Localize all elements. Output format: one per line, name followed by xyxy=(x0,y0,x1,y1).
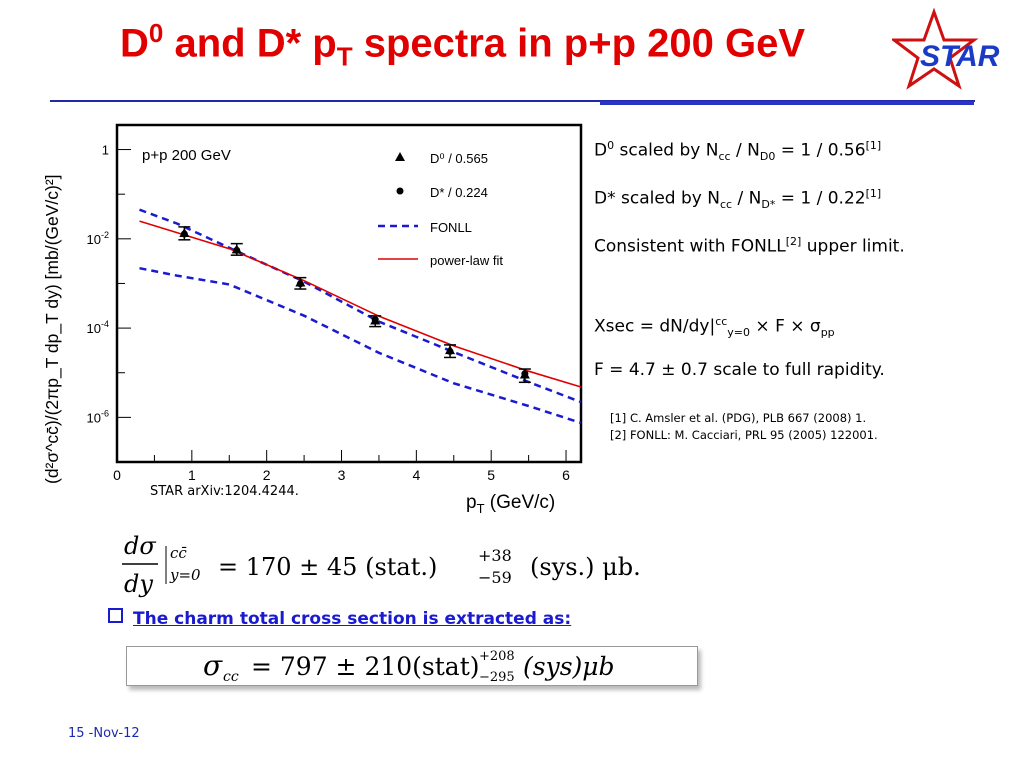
legend-label: D* / 0.224 xyxy=(430,185,488,200)
svg-text:−59: −59 xyxy=(478,568,512,587)
legend-circle-marker xyxy=(396,187,404,195)
x-tick-label: 4 xyxy=(412,467,420,483)
x-tick-label: 1 xyxy=(188,467,196,483)
spectrum-chart: 1 10-2 10-4 10-6 0 1 2 3 4 5 6 D⁰ / 0.565 D* / 0.2… xyxy=(42,123,583,516)
x-tick-label: 3 xyxy=(338,467,346,483)
svg-text:cc̄: cc̄ xyxy=(170,544,187,562)
dstar-data-point xyxy=(371,316,379,324)
star-logo: STAR xyxy=(892,8,1000,90)
note-d0-scale: D0 scaled by Ncc / ND0 = 1 / 0.56[1] xyxy=(594,139,882,164)
svg-text:= 170 ± 45 (stat.): = 170 ± 45 (stat.) xyxy=(218,553,437,581)
svg-text:+208: +208 xyxy=(479,649,515,664)
svg-text:cc: cc xyxy=(223,669,239,685)
note-fonll: Consistent with FONLL[2] upper limit. xyxy=(594,235,905,257)
dstar-data-point xyxy=(180,230,188,238)
svg-text:= 797 ± 210(stat): = 797 ± 210(stat) xyxy=(251,652,480,681)
plot-frame xyxy=(115,123,583,464)
slide-date: 15 -Nov-12 xyxy=(68,726,140,741)
x-tick-label: 5 xyxy=(487,467,495,483)
y-tick-label: 10-2 xyxy=(87,230,109,247)
dstar-data-point xyxy=(521,370,529,378)
total-cross-section-formula: σ cc = 797 ± 210(stat) +208 −295 (sys)μb xyxy=(126,646,698,686)
note-xsec: Xsec = dN/dy|ccy=0 × F × σpp xyxy=(594,314,835,339)
svg-text:−295: −295 xyxy=(479,670,515,685)
references: [1] C. Amsler et al. (PDG), PLB 667 (200… xyxy=(610,410,878,444)
x-tick-label: 6 xyxy=(562,467,570,483)
plot-annotation: p+p 200 GeV xyxy=(142,147,231,164)
note-scale-factor: F = 4.7 ± 0.7 scale to full rapidity. xyxy=(594,359,885,380)
legend-label: FONLL xyxy=(430,220,472,235)
cross-section-bullet: The charm total cross section is extract… xyxy=(108,608,571,629)
dstar-data-point xyxy=(296,280,304,288)
checkbox-bullet-icon xyxy=(108,608,123,623)
x-axis-label: pT (GeV/c) xyxy=(466,492,555,516)
svg-text:(sys.) μb.: (sys.) μb. xyxy=(530,553,641,581)
star-outline-icon xyxy=(892,8,979,90)
reference-1: [1] C. Amsler et al. (PDG), PLB 667 (200… xyxy=(610,411,867,425)
svg-text:dσ: dσ xyxy=(124,532,156,560)
legend-label: D⁰ / 0.565 xyxy=(430,151,488,166)
dstar-data-point xyxy=(233,246,241,254)
legend-triangle-marker xyxy=(395,152,405,161)
slide-title: D0 and D* pT spectra in p+p 200 GeV xyxy=(120,18,806,72)
star-reference: STAR arXiv:1204.4244. xyxy=(150,484,299,499)
dstar-data-point xyxy=(446,347,454,355)
svg-text:dy: dy xyxy=(124,570,153,598)
y-axis-label: (d²σ^cc̄)/(2πp_T dp_T dy) [mb/(GeV/c)²] xyxy=(42,174,63,484)
fonll-curve xyxy=(139,266,582,425)
y-tick-label: 1 xyxy=(102,143,109,158)
svg-text:(sys)μb: (sys)μb xyxy=(523,652,615,681)
y-tick-label: 10-4 xyxy=(87,319,109,336)
dsigma-dy-formula: dσ dy cc̄ y=0 = 170 ± 45 (stat.) +38 −59… xyxy=(122,532,641,598)
notes-panel: D0 scaled by Ncc / ND0 = 1 / 0.56[1] D* … xyxy=(594,136,905,397)
svg-text:+38: +38 xyxy=(478,546,512,565)
note-dstar-scale: D* scaled by Ncc / ND* = 1 / 0.22[1] xyxy=(594,187,882,212)
svg-text:y=0: y=0 xyxy=(169,566,201,584)
title-divider-accent xyxy=(600,101,974,105)
title-divider xyxy=(50,100,975,102)
x-tick-label: 2 xyxy=(263,467,271,483)
star-logo-text: STAR xyxy=(920,40,1000,73)
x-tick-label: 0 xyxy=(113,467,121,483)
legend-label: power-law fit xyxy=(430,253,503,268)
svg-text:σ: σ xyxy=(203,649,223,682)
y-tick-label: 10-6 xyxy=(87,408,109,425)
reference-2: [2] FONLL: M. Cacciari, PRL 95 (2005) 12… xyxy=(610,428,878,442)
